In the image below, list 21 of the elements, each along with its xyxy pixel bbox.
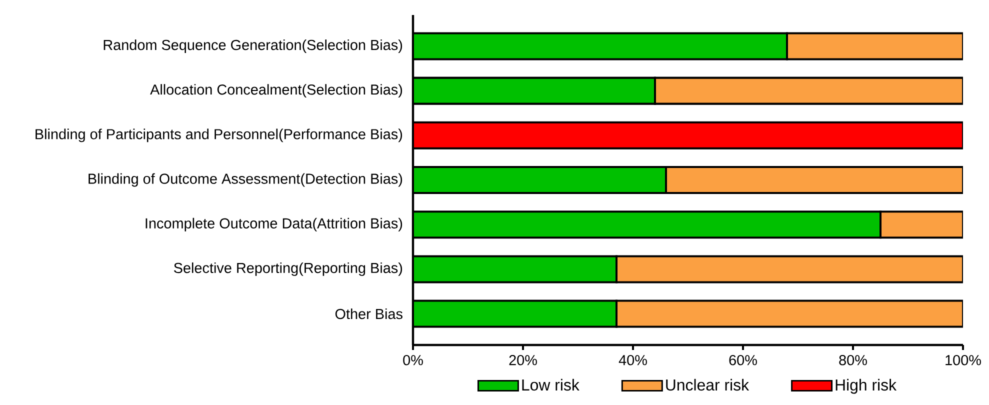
bar — [880, 210, 964, 239]
x-tick-label: 0% — [403, 355, 423, 366]
y-tick-label: Allocation Concealment(Selection Bias) — [150, 84, 402, 98]
bar — [616, 300, 964, 328]
bar — [654, 76, 964, 105]
bar — [786, 32, 964, 60]
legend-label: Low risk — [522, 378, 580, 391]
legend-label: High risk — [836, 378, 897, 394]
y-tick-label: Incomplete Outcome Data(Attrition Bias) — [146, 218, 402, 232]
x-tick-label: 60% — [729, 355, 757, 366]
y-tick-label: Other Bias — [335, 308, 402, 320]
bar — [616, 255, 964, 284]
y-tick-label: Random Sequence Generation(Selection Bias) — [104, 39, 402, 53]
y-tick-label: Blinding of Outcome Assessment(Detection Bias) — [88, 173, 402, 187]
x-tick-label: 100% — [946, 355, 981, 366]
legend-label: Unclear risk — [666, 378, 750, 391]
x-tick-label: 40% — [618, 355, 647, 366]
x-tick-label: 20% — [509, 355, 537, 366]
x-tick-label: 80% — [839, 355, 867, 366]
y-tick-label: Blinding of Participants and Personnel(Performance Bias) — [36, 128, 402, 142]
y-tick-label: Selective Reporting(Reporting Bias) — [174, 262, 402, 276]
